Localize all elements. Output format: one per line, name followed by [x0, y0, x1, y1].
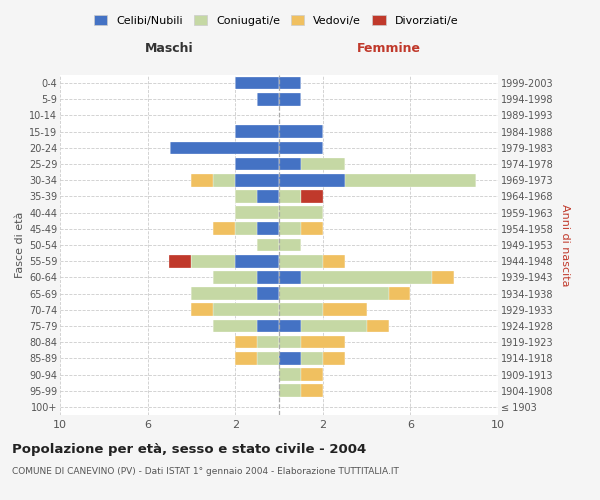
Bar [301, 158, 344, 170]
Bar [301, 352, 323, 364]
Bar [279, 77, 301, 90]
Bar [279, 288, 389, 300]
Bar [169, 255, 191, 268]
Bar [301, 222, 323, 235]
Bar [279, 206, 323, 219]
Bar [235, 222, 257, 235]
Bar [279, 304, 323, 316]
Bar [257, 190, 279, 202]
Bar [214, 320, 257, 332]
Bar [279, 174, 345, 186]
Bar [301, 384, 323, 397]
Bar [279, 368, 301, 381]
Bar [301, 320, 367, 332]
Bar [279, 352, 301, 364]
Bar [257, 238, 279, 252]
Bar [323, 304, 367, 316]
Bar [257, 288, 279, 300]
Y-axis label: Fasce di età: Fasce di età [14, 212, 25, 278]
Bar [279, 320, 301, 332]
Bar [279, 190, 301, 202]
Bar [323, 352, 345, 364]
Bar [191, 288, 257, 300]
Bar [235, 174, 279, 186]
Bar [389, 288, 410, 300]
Text: Popolazione per età, sesso e stato civile - 2004: Popolazione per età, sesso e stato civil… [12, 442, 366, 456]
Bar [279, 222, 301, 235]
Bar [279, 336, 301, 348]
Bar [433, 271, 454, 283]
Bar [214, 271, 257, 283]
Text: Maschi: Maschi [145, 42, 194, 54]
Y-axis label: Anni di nascita: Anni di nascita [560, 204, 570, 286]
Bar [191, 255, 235, 268]
Bar [257, 222, 279, 235]
Legend: Celibi/Nubili, Coniugati/e, Vedovi/e, Divorziati/e: Celibi/Nubili, Coniugati/e, Vedovi/e, Di… [89, 10, 463, 30]
Text: COMUNE DI CANEVINO (PV) - Dati ISTAT 1° gennaio 2004 - Elaborazione TUTTITALIA.I: COMUNE DI CANEVINO (PV) - Dati ISTAT 1° … [12, 468, 399, 476]
Bar [279, 126, 323, 138]
Bar [235, 77, 279, 90]
Bar [257, 336, 279, 348]
Bar [257, 93, 279, 106]
Bar [279, 93, 301, 106]
Bar [191, 174, 214, 186]
Bar [235, 352, 257, 364]
Bar [235, 158, 279, 170]
Bar [214, 222, 235, 235]
Bar [301, 190, 323, 202]
Bar [301, 271, 432, 283]
Bar [257, 352, 279, 364]
Bar [235, 336, 257, 348]
Bar [169, 142, 279, 154]
Bar [323, 255, 345, 268]
Text: Femmine: Femmine [356, 42, 421, 54]
Bar [367, 320, 389, 332]
Bar [301, 368, 323, 381]
Bar [214, 174, 235, 186]
Bar [279, 271, 301, 283]
Bar [214, 304, 279, 316]
Bar [279, 384, 301, 397]
Bar [345, 174, 476, 186]
Bar [235, 190, 257, 202]
Bar [235, 126, 279, 138]
Bar [279, 238, 301, 252]
Bar [279, 255, 323, 268]
Bar [279, 158, 301, 170]
Bar [235, 255, 279, 268]
Bar [235, 206, 279, 219]
Bar [191, 304, 214, 316]
Bar [257, 320, 279, 332]
Bar [279, 142, 323, 154]
Bar [257, 271, 279, 283]
Bar [301, 336, 344, 348]
